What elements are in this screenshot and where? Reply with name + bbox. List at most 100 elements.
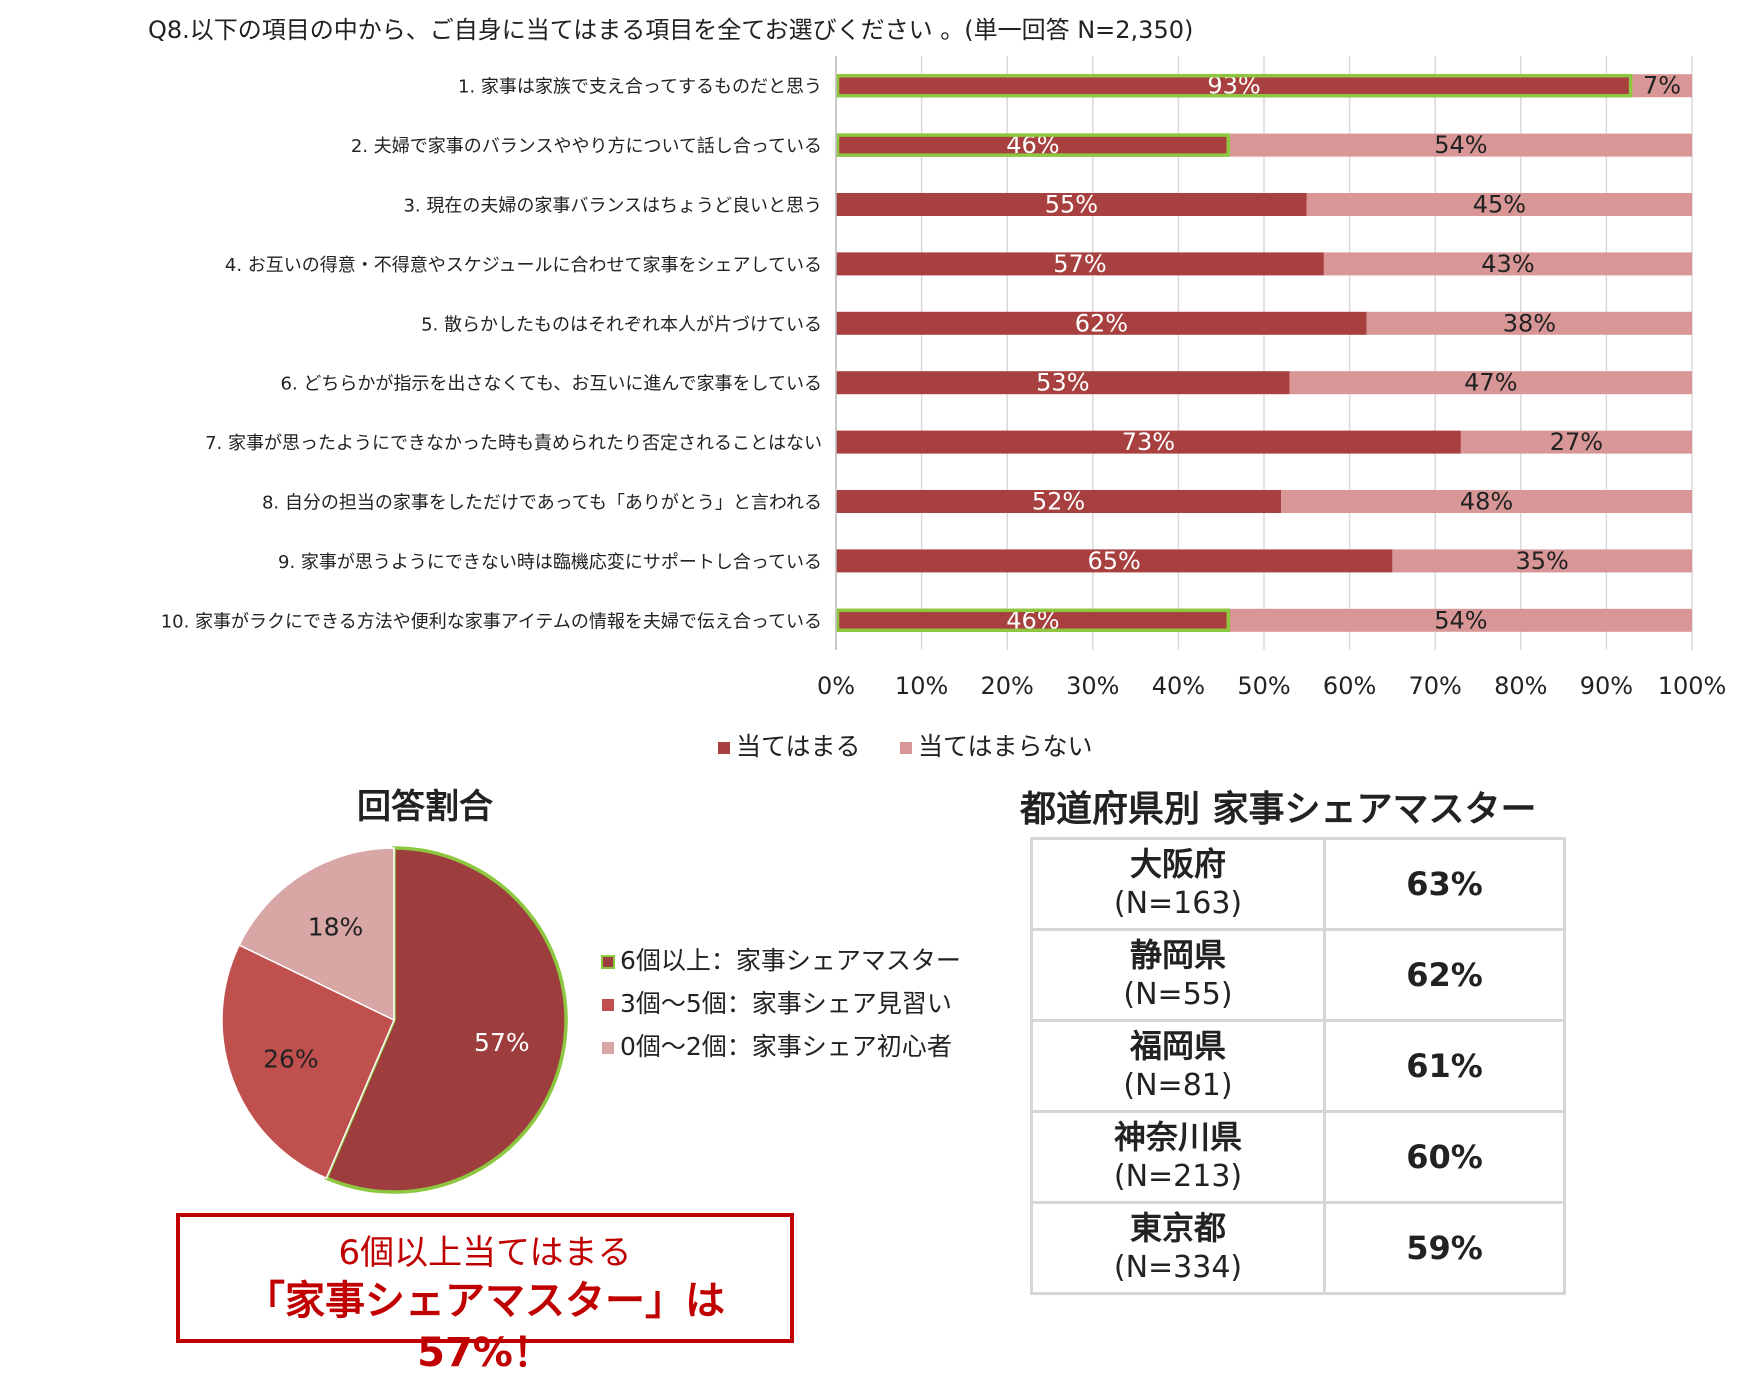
bar-value-label: 62% xyxy=(1075,309,1128,337)
category-label: 2. 夫婦で家事のバランスややり方について話し合っている xyxy=(351,136,822,157)
bar-applies xyxy=(836,430,1461,454)
bar-value-label: 54% xyxy=(1434,131,1487,159)
chart-bars: 93% 7%46% 54%55% 45%57% 43%62% 38%53% 47%73% 27… xyxy=(835,56,1692,650)
category-label: 1. 家事は家族で支え合ってするものだと思う xyxy=(458,77,822,98)
prefecture-value: 63% xyxy=(1323,837,1566,931)
prefecture-cell: 福岡県 (N=81) xyxy=(1030,1019,1326,1113)
x-tick-label: 30% xyxy=(1066,672,1119,700)
bar-value-label: 35% xyxy=(1516,547,1569,575)
prefecture-sample-size: (N=213) xyxy=(1113,1159,1243,1194)
legend-swatch xyxy=(900,742,912,754)
legend-label: 当てはまる xyxy=(736,732,861,761)
legend-label: 0個～2個：家事シェア初心者 xyxy=(620,1032,952,1061)
table-row: 東京都 (N=334) 59% xyxy=(1030,1201,1566,1295)
legend-label: 当てはまらない xyxy=(918,732,1093,761)
bar-value-label: 65% xyxy=(1088,547,1141,575)
bar-not-applies xyxy=(1289,371,1692,395)
stacked-bar-chart: Q8.以下の項目の中から、ご自身に当てはまる項目を全てお選びください 。(単一回… xyxy=(148,16,1726,761)
bar-applies xyxy=(836,74,1633,98)
legend-label: 3個～5個：家事シェア見習い xyxy=(620,989,952,1018)
prefecture-sample-size: (N=334) xyxy=(1113,1250,1243,1285)
bar-value-label: 57% xyxy=(1053,250,1106,278)
chart-title: Q8.以下の項目の中から、ご自身に当てはまる項目を全てお選びください 。(単一回… xyxy=(148,16,1193,44)
bar-not-applies xyxy=(1392,549,1692,573)
pie-slices xyxy=(221,846,568,1194)
category-label: 5. 散らかしたものはそれぞれ本人が片づけている xyxy=(421,314,822,335)
callout-line-1: 6個以上当てはまる xyxy=(338,1233,632,1273)
prefecture-cell: 静岡県 (N=55) xyxy=(1030,928,1326,1022)
prefecture-cell: 神奈川県 (N=213) xyxy=(1030,1110,1326,1204)
x-tick-label: 70% xyxy=(1409,672,1462,700)
bar-applies xyxy=(836,193,1307,216)
category-label: 4. お互いの得意・不得意やスケジュールに合わせて家事をシェアしている xyxy=(225,255,822,276)
x-tick-label: 40% xyxy=(1152,672,1205,700)
bar-applies xyxy=(836,549,1393,573)
bar-highlight xyxy=(835,608,1231,633)
bar-not-applies xyxy=(1460,430,1692,454)
prefecture-cell: 東京都 (N=334) xyxy=(1030,1201,1326,1295)
bar-applies xyxy=(836,311,1367,335)
bar-value-label: 7% xyxy=(1643,72,1681,100)
x-tick-label: 20% xyxy=(981,672,1034,700)
x-tick-label: 100% xyxy=(1658,672,1727,700)
prefecture-value: 60% xyxy=(1323,1110,1566,1204)
bar-not-applies xyxy=(1229,608,1692,632)
highlight-callout: 6個以上当てはまる 「家事シェアマスター」は57%！ xyxy=(176,1213,794,1376)
prefecture-sample-size: (N=81) xyxy=(1123,1068,1233,1103)
pie-value-label: 57% xyxy=(474,1028,530,1057)
table-row: 大阪府 (N=163) 63% xyxy=(1030,837,1566,931)
chart-legend: 当てはまる 当てはまらない xyxy=(718,732,1093,761)
prefecture-table-title: 都道府県別 家事シェアマスター xyxy=(1020,789,1537,830)
category-labels: 1. 家事は家族で支え合ってするものだと思う 2. 夫婦で家事のバランスややり方に… xyxy=(161,77,822,633)
bar-applies xyxy=(836,490,1282,513)
bar-value-label: 43% xyxy=(1481,250,1534,278)
legend-swatch xyxy=(601,955,615,969)
category-label: 7. 家事が思ったようにできなかった時も責められたり否定されることはない xyxy=(205,433,822,454)
prefecture-cell: 大阪府 (N=163) xyxy=(1030,837,1326,931)
pie-title: 回答割合 xyxy=(357,787,493,827)
legend-label: 6個以上：家事シェアマスター xyxy=(620,946,961,975)
table-row: 神奈川県 (N=213) 60% xyxy=(1030,1110,1566,1204)
prefecture-name: 福岡県 xyxy=(1129,1027,1226,1065)
pie-slice xyxy=(238,847,395,1022)
bar-value-label: 45% xyxy=(1473,191,1526,219)
prefecture-name: 静岡県 xyxy=(1129,936,1226,974)
prefecture-value: 62% xyxy=(1323,928,1566,1022)
x-tick-label: 0% xyxy=(817,672,855,700)
bar-not-applies xyxy=(1632,74,1692,98)
bar-applies xyxy=(836,371,1290,395)
bar-value-label: 73% xyxy=(1122,428,1175,456)
category-label: 6. どちらかが指示を出さなくても、お互いに進んで家事をしている xyxy=(281,374,822,395)
bar-value-label: 55% xyxy=(1045,191,1098,219)
bar-not-applies xyxy=(1281,490,1692,513)
x-tick-label: 50% xyxy=(1237,672,1290,700)
prefecture-sample-size: (N=163) xyxy=(1113,886,1243,921)
pie-value-label: 26% xyxy=(263,1045,319,1074)
bar-value-label: 52% xyxy=(1032,488,1085,516)
bar-not-applies xyxy=(1306,193,1692,216)
bar-value-label: 38% xyxy=(1503,309,1556,337)
bar-applies xyxy=(836,252,1324,276)
x-tick-labels: 0% 10% 20% 30% 40% 50% 60% 70% 80% 90% 100% xyxy=(817,672,1726,700)
table-row: 静岡県 (N=55) 62% xyxy=(1030,928,1566,1022)
bar-applies xyxy=(836,133,1230,157)
pie-value-labels: 57% 26% 18% xyxy=(263,913,530,1074)
category-label: 8. 自分の担当の家事をしただけであっても「ありがとう」と言われる xyxy=(262,493,822,514)
pie-slice xyxy=(221,944,395,1180)
bar-value-label: 48% xyxy=(1460,488,1513,516)
x-tick-label: 10% xyxy=(895,672,948,700)
x-tick-label: 60% xyxy=(1323,672,1376,700)
bar-value-label: 54% xyxy=(1434,606,1487,634)
pie-legend: 6個以上：家事シェアマスター 3個～5個：家事シェア見習い 0個～2個：家事シェア初… xyxy=(601,946,961,1061)
bar-applies xyxy=(836,608,1230,632)
bar-highlight xyxy=(835,73,1633,98)
prefecture-value: 61% xyxy=(1323,1019,1566,1113)
prefecture-name: 大阪府 xyxy=(1129,845,1226,883)
bar-not-applies xyxy=(1323,252,1692,276)
legend-swatch xyxy=(602,1042,614,1054)
x-tick-label: 80% xyxy=(1494,672,1547,700)
prefecture-name: 東京都 xyxy=(1129,1209,1226,1247)
pie-slice xyxy=(324,846,568,1194)
prefecture-value: 59% xyxy=(1323,1201,1566,1295)
table-row: 福岡県 (N=81) 61% xyxy=(1030,1019,1566,1113)
